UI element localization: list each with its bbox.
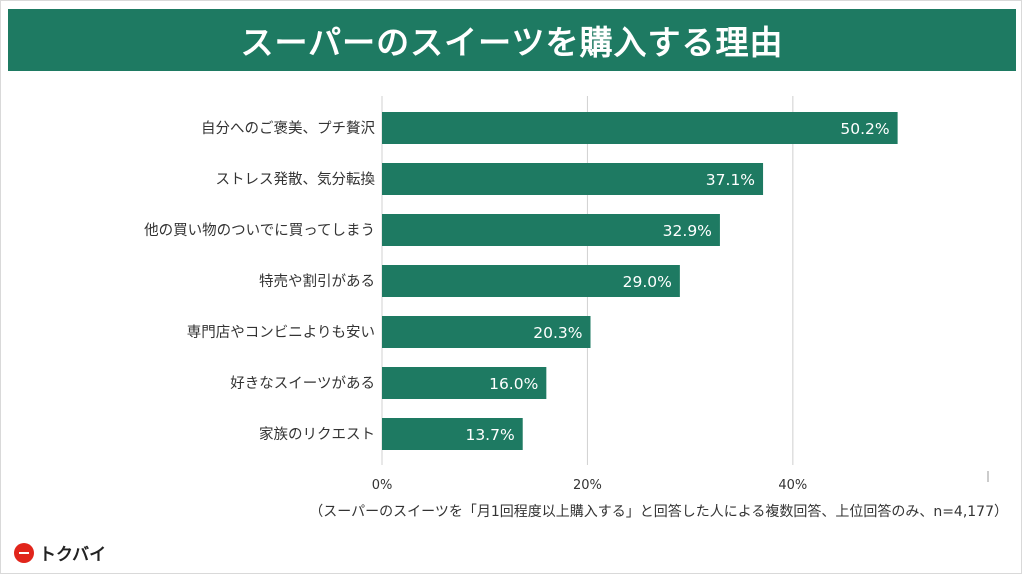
bar bbox=[382, 367, 547, 399]
category-label: 特売や割引がある bbox=[259, 273, 375, 290]
tokubai-logo: トクバイ bbox=[14, 540, 106, 565]
value-label: 50.2% bbox=[840, 120, 889, 138]
value-label: 29.0% bbox=[623, 273, 672, 291]
bar bbox=[382, 265, 680, 297]
bar bbox=[382, 163, 764, 195]
chart-title: スーパーのスイーツを購入する理由 bbox=[240, 23, 784, 62]
value-label: 32.9% bbox=[663, 222, 712, 240]
category-label: 他の買い物のついでに買ってしまう bbox=[144, 222, 375, 239]
x-tick-label: 40% bbox=[778, 478, 807, 493]
brand-name: トクバイ bbox=[39, 545, 107, 565]
category-label: 家族のリクエスト bbox=[259, 426, 375, 443]
value-label: 37.1% bbox=[706, 171, 755, 189]
value-label: 20.3% bbox=[533, 324, 582, 342]
category-label: 自分へのご褒美、プチ贅沢 bbox=[201, 119, 375, 137]
bar bbox=[382, 418, 523, 450]
x-tick-label: 0% bbox=[372, 478, 393, 493]
category-label: 専門店やコンビニよりも安い bbox=[187, 324, 375, 341]
footnote: （スーパーのスイーツを「月1回程度以上購入する」と回答した人による複数回答、上位… bbox=[309, 504, 1008, 520]
bar bbox=[382, 112, 898, 144]
value-label: 16.0% bbox=[489, 375, 538, 393]
category-label: ストレス発散、気分転換 bbox=[216, 171, 376, 188]
bar bbox=[382, 316, 591, 348]
value-label: 13.7% bbox=[465, 426, 514, 444]
logo-mark-icon bbox=[14, 542, 34, 563]
x-tick-label: 20% bbox=[573, 478, 602, 493]
category-label: 好きなスイーツがある bbox=[230, 375, 375, 392]
bar bbox=[382, 214, 720, 246]
title-banner: スーパーのスイーツを購入する理由 bbox=[8, 9, 1016, 71]
